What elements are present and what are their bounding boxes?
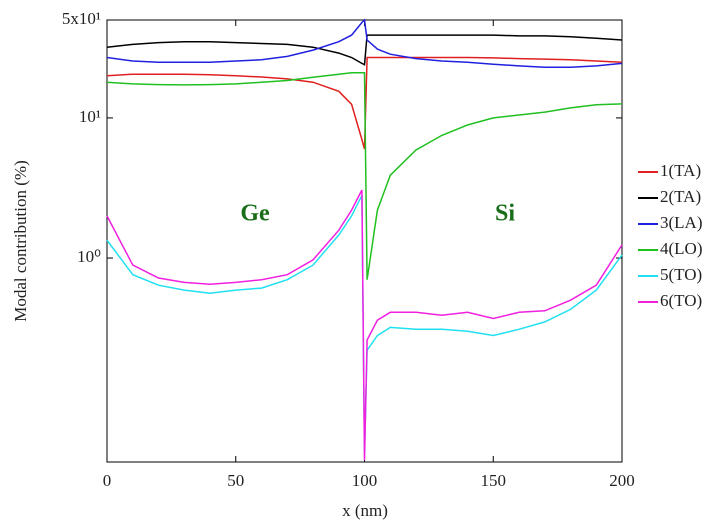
y-tick-label: 5x10¹	[62, 9, 101, 28]
series-line	[106, 18, 623, 68]
annotation: Si	[495, 201, 515, 227]
series-line	[106, 56, 623, 150]
legend-label: 3(LA)	[660, 213, 702, 232]
legend-label: 2(TA)	[660, 187, 701, 206]
series-line	[106, 34, 623, 66]
y-tick-label: 10¹	[79, 107, 101, 126]
series-line	[106, 72, 623, 280]
legend-label: 4(LO)	[660, 239, 702, 258]
x-tick-label: 150	[481, 471, 507, 490]
x-axis-label: x (nm)	[342, 501, 388, 520]
annotation: Ge	[240, 201, 270, 227]
x-tick-label: 0	[103, 471, 112, 490]
legend-label: 6(TO)	[660, 291, 702, 310]
x-tick-label: 200	[609, 471, 635, 490]
legend-label: 5(TO)	[660, 265, 702, 284]
series-line	[106, 189, 623, 461]
y-axis-label: Modal contribution (%)	[11, 160, 30, 321]
x-tick-label: 100	[352, 471, 378, 490]
x-tick-label: 50	[227, 471, 244, 490]
legend-label: 1(TA)	[660, 161, 701, 180]
y-tick-label: 10⁰	[77, 247, 101, 266]
